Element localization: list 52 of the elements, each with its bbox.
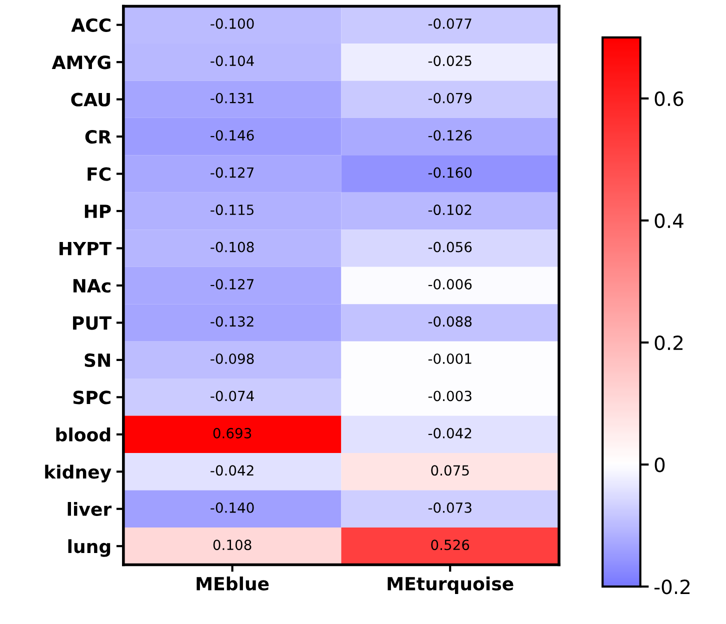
data-label: -0.079 [428,92,472,104]
data-label: -0.102 [428,204,472,216]
color-bar-label: -0.2 [654,580,690,594]
data-label: -0.001 [428,353,472,364]
x-tick-label: MEblue [196,576,269,590]
data-label: -0.127 [210,167,254,178]
data-label: -0.160 [428,167,472,178]
color-bar-label: 0.2 [654,335,682,350]
y-tick-label: blood [56,428,110,442]
data-label: 0.075 [431,465,469,476]
x-tick-label: MEturquoise [388,576,514,594]
color-bar-label: 0.4 [654,213,684,228]
y-tick-label: lung [68,539,110,557]
color-bar-label: 0 [654,457,665,472]
data-label: 0.693 [213,428,252,438]
data-label: -0.104 [210,56,254,66]
data-label: -0.140 [210,502,254,513]
y-tick-label: SPC [73,390,110,404]
y-tick-label: HYPT [60,242,112,256]
data-label: 0.526 [431,540,470,550]
data-label: -0.115 [210,204,254,216]
data-label: -0.003 [428,390,472,402]
y-tick-label: HP [84,204,111,218]
y-tick-label: NAc [73,279,110,293]
data-label: -0.074 [210,390,254,402]
data-label: -0.100 [210,18,254,29]
data-label: 0.108 [213,540,252,550]
data-label: -0.126 [428,130,472,141]
data-label: -0.006 [428,279,472,290]
y-tick-label: ACC [71,18,110,32]
y-tick-label: PUT [73,316,112,330]
y-tick-label: AMYG [52,56,110,70]
data-label: -0.056 [428,242,472,252]
y-tick-label: CR [85,130,112,144]
y-tick-label: FC [88,167,110,181]
data-label: -0.073 [428,502,472,513]
y-tick-label: SN [84,353,110,368]
data-label: -0.132 [210,316,254,327]
data-label: -0.131 [210,92,254,104]
y-tick-label: liver [68,502,112,516]
y-tick-label: kidney [45,464,112,482]
data-label: -0.042 [428,428,472,438]
data-label: -0.088 [428,316,472,327]
data-label: -0.077 [428,18,472,29]
color-bar-label: 0.6 [654,91,684,106]
data-label: -0.098 [210,353,254,364]
data-label: -0.042 [210,465,254,476]
data-label: -0.108 [210,242,254,252]
data-label: -0.127 [210,279,254,290]
data-label: -0.146 [210,130,254,141]
y-tick-label: CAU [71,92,110,106]
data-label: -0.025 [428,56,472,66]
